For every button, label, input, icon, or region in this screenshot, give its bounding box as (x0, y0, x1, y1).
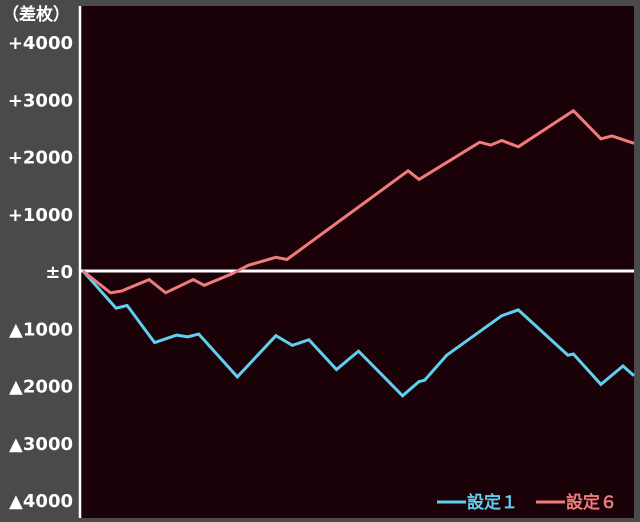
y-axis-ticks: +4000 +3000 +2000 +1000 ±0 ▲1000 ▲2000 ▲3000 ▲40… (8, 33, 73, 512)
series-line-1 (81, 270, 635, 398)
y-tick-label: ▲3000 (9, 434, 73, 455)
legend-label-series-1: 設定１ (467, 492, 518, 513)
legend-label-series-2: 設定６ (566, 492, 617, 513)
plot-area (80, 6, 634, 518)
y-tick-label: ▲4000 (9, 491, 73, 512)
y-tick-label: ▲1000 (9, 319, 73, 340)
series-lines (81, 108, 635, 398)
y-tick-label: +2000 (8, 148, 73, 169)
y-tick-label: +1000 (8, 205, 73, 226)
legend-item-series-2: 設定６ (536, 492, 617, 513)
y-axis-unit-label: （差枚） (2, 4, 70, 25)
legend-item-series-1: 設定１ (437, 492, 518, 513)
y-tick-label: +3000 (8, 90, 73, 111)
y-tick-label: ▲2000 (9, 377, 73, 398)
legend: 設定１ 設定６ (428, 484, 634, 518)
y-tick-label: ±0 (45, 262, 73, 283)
y-tick-label: +4000 (8, 33, 73, 54)
series-line-2 (82, 108, 635, 295)
